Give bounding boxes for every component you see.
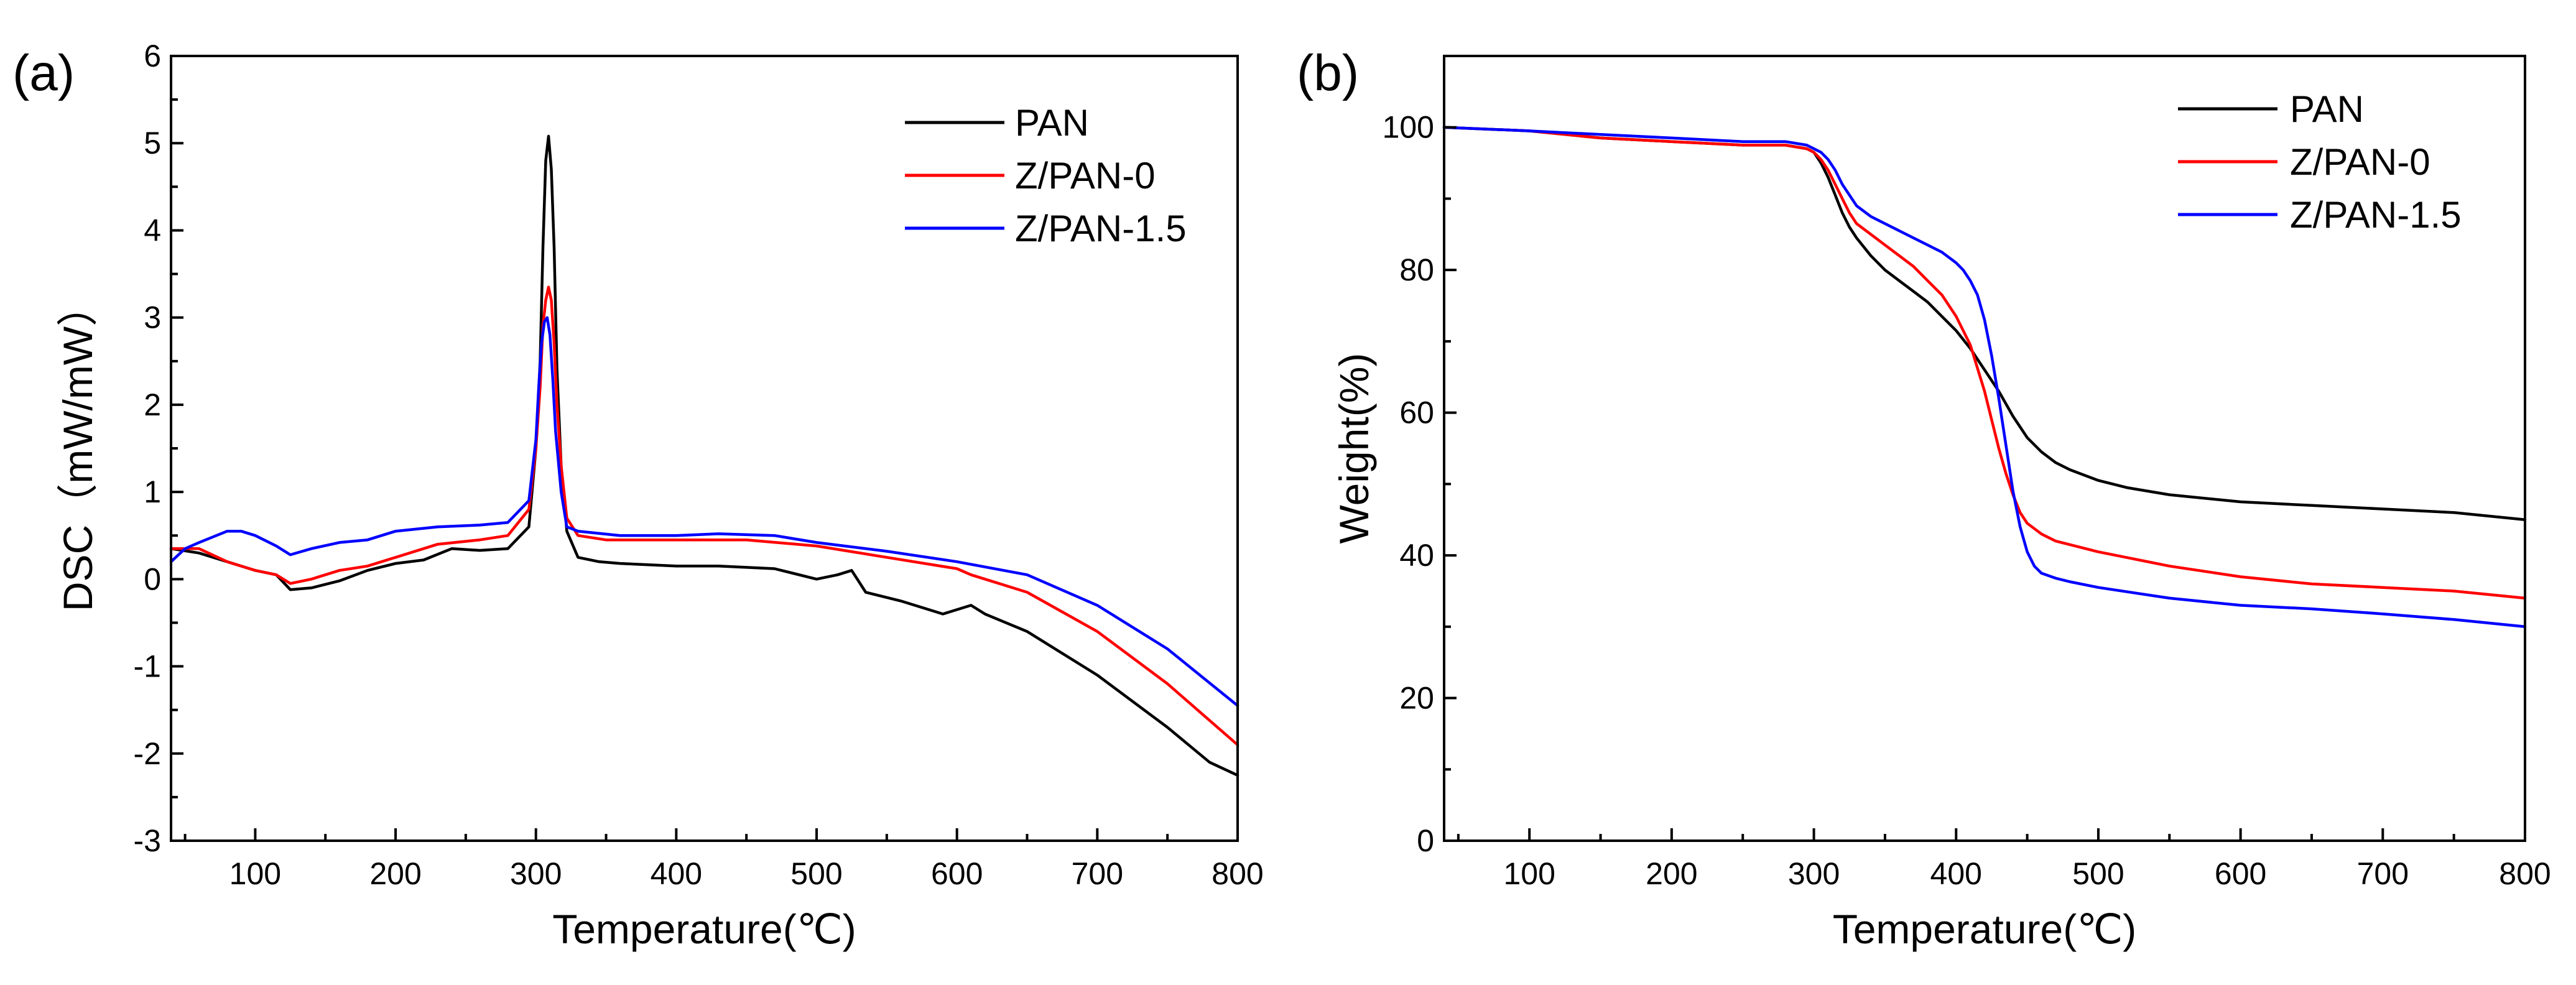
y-tick-label: 2: [144, 387, 161, 422]
y-axis-title: Weight(%): [1331, 353, 1377, 544]
y-tick-label: 3: [144, 300, 161, 335]
panel-label: (a): [12, 45, 75, 101]
y-tick-label: 1: [144, 474, 161, 509]
legend-label: Z/PAN-1.5: [2290, 194, 2462, 236]
x-tick-label: 700: [2357, 856, 2409, 891]
panel-a: (a) 100 200 300 400 500 600 700 800 -3 -2 -1 0 1 2 3 4 5 6…: [12, 39, 1264, 952]
x-tick-label: 100: [229, 856, 281, 891]
x-tick-label: 800: [2499, 856, 2551, 891]
x-tick-label: 200: [369, 856, 421, 891]
y-tick-label: 60: [1399, 395, 1434, 430]
panel-b: (b) 100 200 300 400 500 600 700 800 0 20 40 60 80 100 T…: [1297, 45, 2551, 952]
legend-label: PAN: [2290, 88, 2364, 130]
x-tick-label: 600: [2215, 856, 2266, 891]
series-line-pan: [169, 134, 1239, 777]
legend-label: PAN: [1015, 102, 1089, 144]
panel-label: (b): [1297, 45, 1359, 101]
x-tick-label: 200: [1646, 856, 1697, 891]
y-tick-label: 5: [144, 126, 161, 160]
legend-label: Z/PAN-1.5: [1015, 208, 1187, 249]
x-tick-label: 300: [510, 856, 562, 891]
y-tick-label: 80: [1399, 252, 1434, 287]
y-tick-label: -3: [134, 823, 161, 858]
x-tick-label: 800: [1212, 856, 1263, 891]
x-tick-label: 500: [2072, 856, 2124, 891]
y-tick-label: 0: [1417, 823, 1434, 858]
y-tick-label: 20: [1399, 681, 1434, 716]
series-line-z-pan-0: [169, 285, 1239, 747]
y-tick-label: 40: [1399, 538, 1434, 573]
plot-frame: [1443, 55, 2526, 842]
x-tick-label: 600: [931, 856, 983, 891]
x-tick-label: 500: [790, 856, 842, 891]
y-tick-label: -1: [134, 649, 161, 684]
legend-label: Z/PAN-0: [1015, 155, 1156, 197]
x-tick-label: 300: [1788, 856, 1840, 891]
series-line-z-pan-0: [1442, 126, 2527, 600]
y-tick-label: 100: [1383, 110, 1434, 145]
x-tick-label: 400: [1930, 856, 1982, 891]
x-tick-label: 400: [651, 856, 702, 891]
legend-label: Z/PAN-0: [2290, 141, 2430, 183]
y-tick-label: 4: [144, 213, 161, 247]
series-line-z-pan-1-5: [169, 316, 1239, 707]
series-line-z-pan-1-5: [1442, 126, 2527, 629]
x-axis-title: Temperature(℃): [552, 906, 856, 952]
y-tick-label: 0: [144, 562, 161, 596]
x-tick-label: 700: [1072, 856, 1123, 891]
y-tick-label: -2: [134, 736, 161, 771]
x-axis-title: Temperature(℃): [1833, 906, 2137, 952]
x-tick-label: 100: [1503, 856, 1555, 891]
y-tick-label: 6: [144, 39, 161, 73]
y-axis-title: DSC（mW/mW）: [55, 285, 101, 611]
